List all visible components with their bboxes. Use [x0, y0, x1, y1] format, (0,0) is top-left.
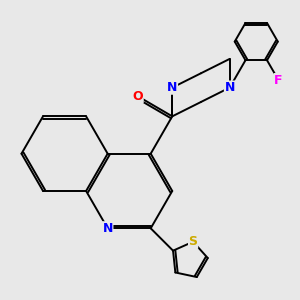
Text: O: O — [133, 90, 143, 103]
Text: F: F — [274, 74, 283, 87]
Text: N: N — [167, 81, 177, 94]
Text: N: N — [224, 81, 235, 94]
Text: N: N — [103, 222, 113, 235]
Text: S: S — [189, 235, 198, 248]
